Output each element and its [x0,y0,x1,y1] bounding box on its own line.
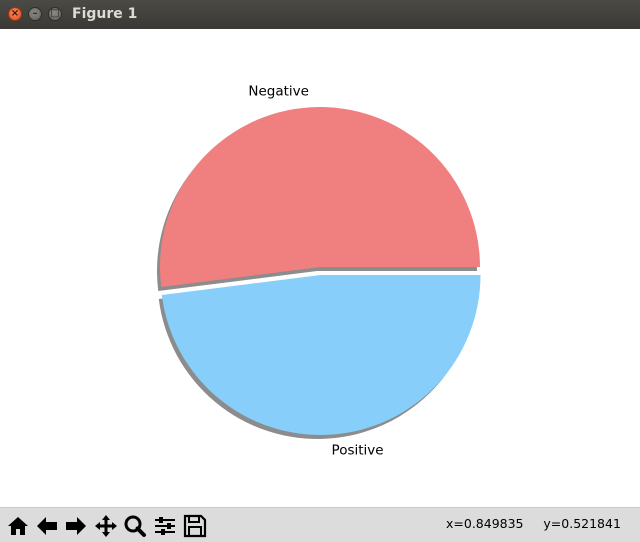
minimize-window-button[interactable]: – [28,7,42,21]
figure-canvas[interactable]: Negative Positive [0,29,640,507]
close-window-button[interactable]: × [8,7,22,21]
close-icon: × [10,8,20,19]
save-icon [183,514,207,538]
home-button[interactable] [5,513,31,539]
pie-label-negative: Negative [248,83,309,99]
configure-subplots-icon [155,517,175,535]
back-icon [37,517,57,535]
x-coordinate-readout: x=0.849835 [446,516,524,531]
maximize-icon: □ [50,8,60,19]
window-title: Figure 1 [72,6,138,22]
forward-icon [66,517,86,535]
navigation-toolbar [0,507,640,542]
y-coordinate-readout: y=0.521841 [543,516,621,531]
home-icon [8,517,28,535]
maximize-window-button[interactable]: □ [48,7,62,21]
minimize-icon: – [32,8,38,19]
cursor-coordinates: x=0.849835 y=0.521841 [446,516,621,531]
pan-button[interactable] [93,513,119,539]
window-titlebar: × – □ Figure 1 [0,0,640,29]
pie-label-positive: Positive [332,443,384,459]
pie-slice-negative [159,107,480,288]
zoom-button[interactable] [122,513,148,539]
pie-chart: Negative Positive [156,83,481,459]
back-button[interactable] [34,513,60,539]
save-button[interactable] [182,513,208,539]
pan-icon [95,515,117,537]
zoom-icon [124,515,146,537]
configure-subplots-button[interactable] [152,513,178,539]
pie-slice-positive [161,274,481,435]
forward-button[interactable] [63,513,89,539]
